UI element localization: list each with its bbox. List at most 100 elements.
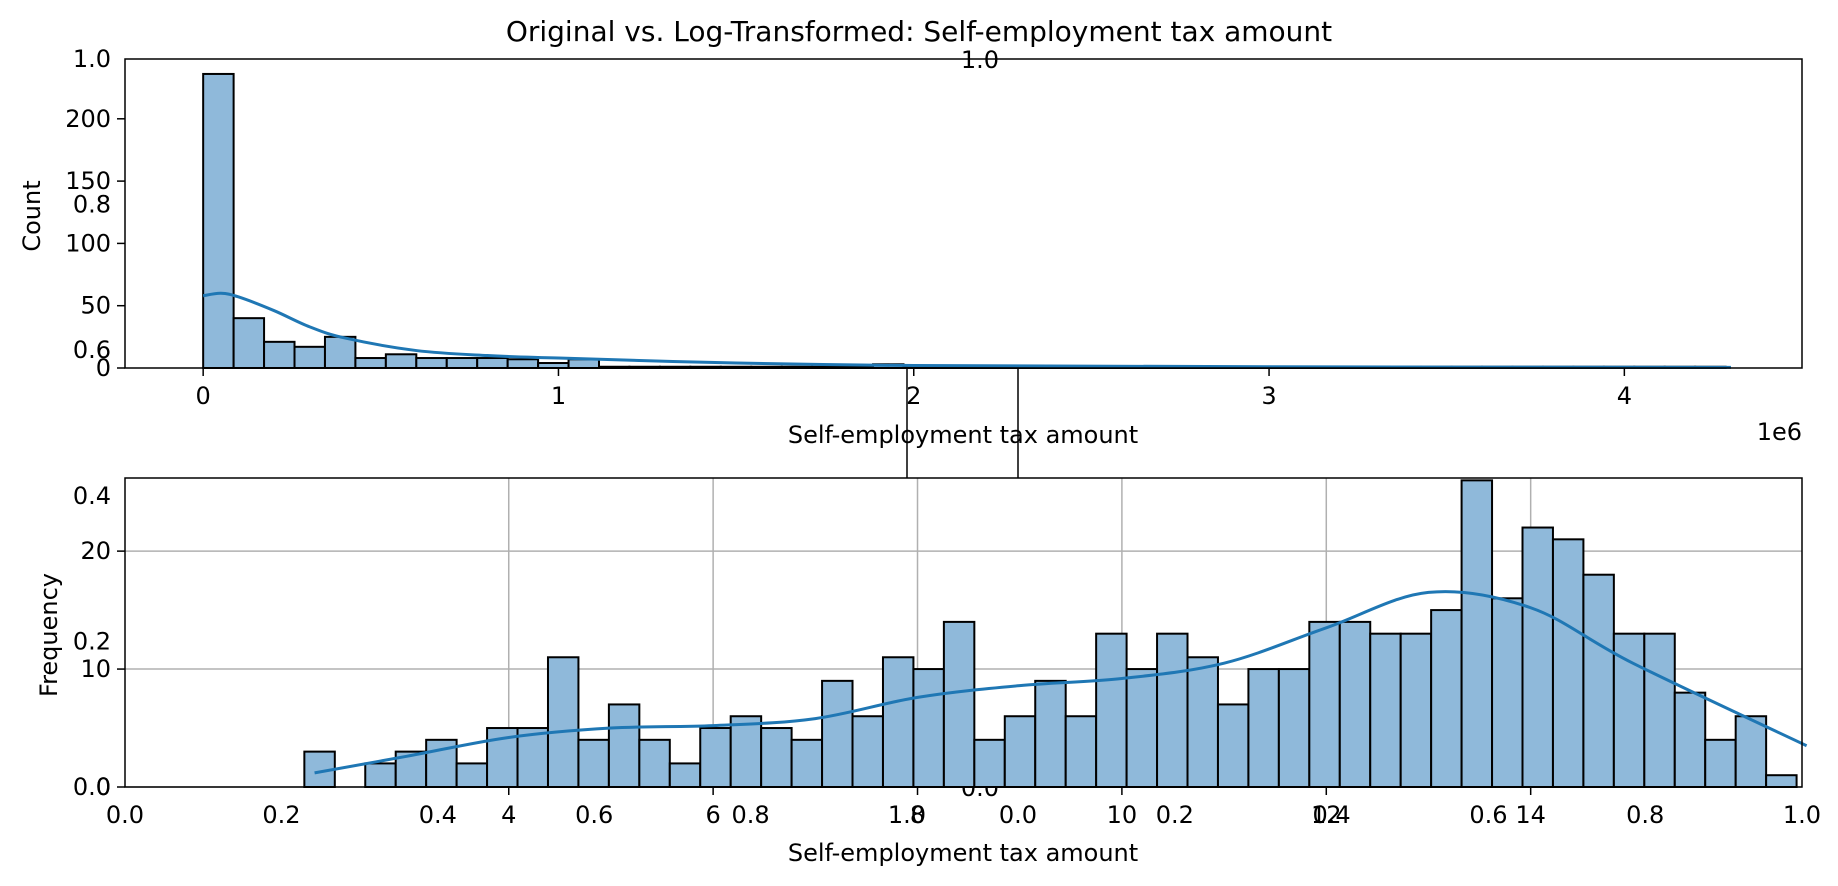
log-y-ticks: 0 10 20 [80, 537, 125, 801]
ghost-x-tick-label: 0.6 [575, 801, 613, 829]
ghost-y-tick-label: 1.0 [73, 45, 111, 73]
x-tick-label: 3 [1261, 382, 1276, 410]
ghost-x-tick-label: 0.4 [419, 801, 457, 829]
histogram-bar [1765, 774, 1798, 789]
histogram-bar [1673, 691, 1707, 789]
histogram-bar [445, 357, 479, 369]
histogram-bar [232, 317, 266, 369]
ghost-x-tick-label: 0.0 [106, 801, 144, 829]
original-x-offset-label: 1e6 [1757, 418, 1802, 446]
original-axes-frame [124, 58, 1803, 369]
histogram-bar [912, 668, 945, 789]
ghost-y-tick-label: 0.4 [73, 482, 111, 510]
original-x-label: Self-employment tax amount [788, 421, 1138, 449]
x-tick-label: 10 [1107, 801, 1138, 829]
y-tick-label: 200 [65, 105, 111, 133]
histogram-bar [384, 353, 418, 369]
histogram-bar [668, 762, 702, 789]
figure-title: Original vs. Log-Transformed: Self-emplo… [506, 15, 1332, 48]
histogram-bar [546, 656, 580, 788]
histogram-bar [1521, 526, 1554, 788]
histogram-bar [415, 357, 448, 369]
y-tick-label: 0 [96, 773, 111, 801]
histogram-bar [1308, 620, 1341, 788]
log-axes-frame [124, 477, 1803, 788]
x-tick-label: 4 [1617, 382, 1632, 410]
x-tick-label: 14 [1515, 801, 1546, 829]
histogram-bar [1491, 597, 1524, 789]
histogram-bar [1277, 668, 1311, 789]
y-tick-label: 150 [65, 167, 111, 195]
histogram-bar [729, 715, 763, 788]
original-kde-curve [202, 291, 1731, 369]
ghost-y-tick-label: 0.0 [73, 773, 111, 801]
histogram-bar [1551, 538, 1585, 788]
original-y-label: Count [18, 180, 46, 251]
histogram-bar [1399, 632, 1433, 788]
histogram-bar [506, 358, 540, 370]
histogram-bar [760, 727, 793, 788]
histogram-bar [1125, 668, 1159, 789]
histogram-bar [881, 656, 915, 788]
histogram-bar [1186, 656, 1219, 788]
x-tick-label: 2 [906, 382, 921, 410]
x-tick-label: 1 [551, 382, 566, 410]
histogram-bar [1003, 715, 1037, 788]
y-tick-label: 20 [80, 537, 111, 565]
histogram-bar [607, 703, 641, 788]
ghost-y-tick-label: 0.2 [73, 627, 111, 655]
y-tick-label: 50 [80, 292, 111, 320]
histogram-bar [973, 738, 1006, 788]
ghost-x-tick-label: 0.0 [999, 801, 1037, 829]
histogram-bar [1064, 715, 1098, 788]
histogram-bar [638, 738, 671, 788]
y-tick-label: 0 [96, 354, 111, 382]
histogram-bar [1216, 703, 1250, 788]
ghost-y-tick-label: 0.8 [73, 191, 111, 219]
log-histogram-panel: 4 6 8 10 12 14 0 10 20 Self-employment tax amou… [35, 477, 1808, 867]
histogram-bar [821, 679, 854, 789]
histogram-bar [1034, 679, 1067, 789]
histogram-bar [1247, 668, 1280, 789]
histogram-bar [1734, 715, 1768, 788]
histogram-bar [354, 357, 387, 369]
histogram-bar [1156, 632, 1189, 788]
histogram-bar [1460, 479, 1494, 788]
ghost-top-tick-label: 1.0 [961, 46, 999, 74]
histogram-bar [263, 340, 296, 370]
x-tick-label: 8 [910, 801, 925, 829]
histogram-bar [942, 620, 976, 788]
histogram-bar [790, 738, 824, 788]
histogram-bar [476, 357, 509, 369]
x-tick-label: 4 [501, 801, 516, 829]
log-histogram-bars [303, 479, 1798, 789]
log-kde-curve [314, 590, 1808, 775]
ghost-x-tick-label: 0.2 [1156, 801, 1194, 829]
histogram-bar [293, 345, 326, 369]
histogram-bar [1643, 632, 1676, 788]
y-tick-label: 10 [80, 655, 111, 683]
histogram-bar [323, 335, 357, 369]
original-x-ticks: 0 1 2 3 4 [196, 368, 1632, 410]
histogram-bar [364, 762, 397, 789]
ghost-x-tick-label: 1.0 [888, 801, 926, 829]
log-y-label: Frequency [35, 573, 63, 697]
ghost-axes-left: 0.0 0.2 0.4 0.6 0.8 1.0 0.0 0.2 0.4 0.6 0.8 1.0 [73, 45, 1019, 829]
ghost-x-tick-label: 0.8 [1626, 801, 1664, 829]
histogram-bar [1338, 620, 1372, 788]
histogram-bar [1369, 632, 1402, 788]
original-y-ticks: 0 50 100 150 200 [65, 105, 125, 382]
ghost-x-tick-label: 1.0 [1783, 801, 1821, 829]
ghost-y-tick-label: 0.6 [73, 336, 111, 364]
ghost-x-tick-label: 0.2 [262, 801, 300, 829]
histogram-bar [1430, 609, 1463, 789]
x-tick-label: 6 [705, 801, 720, 829]
x-tick-label: 0 [196, 382, 211, 410]
x-tick-label: 12 [1311, 801, 1342, 829]
histogram-bar [1582, 573, 1615, 788]
histogram-bar [455, 762, 489, 789]
histogram-bar [851, 715, 884, 788]
original-histogram-panel: 0 1 2 3 4 0 50 100 150 200 Self-employment tax a… [18, 58, 1803, 449]
histogram-bar [577, 738, 610, 788]
